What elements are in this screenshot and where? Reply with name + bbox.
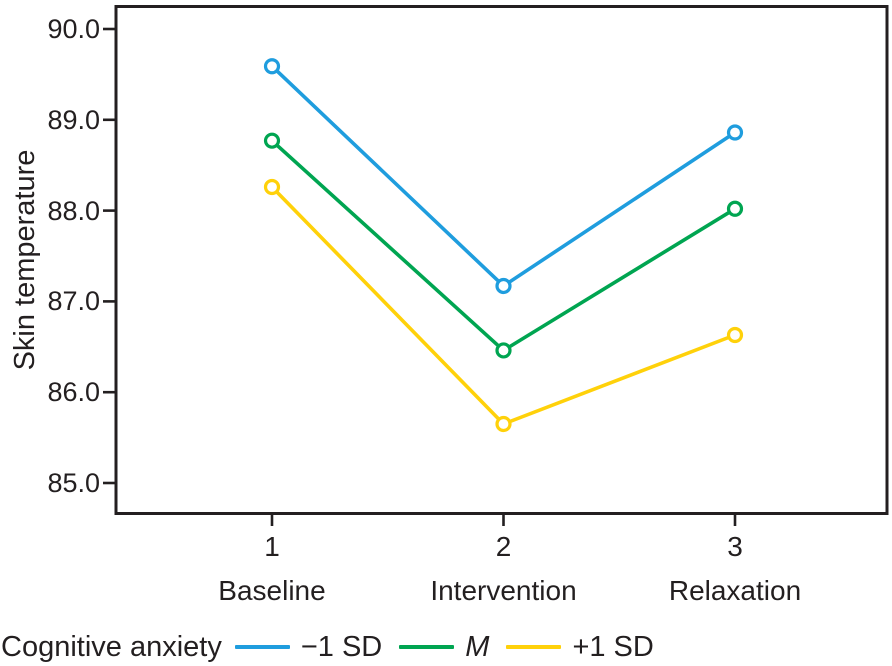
- plot-frame: [114, 5, 889, 515]
- y-tick-label: 87.0: [47, 286, 100, 317]
- legend-label: M: [465, 630, 490, 663]
- data-point-marker-plus-1-sd: [263, 178, 281, 196]
- data-point-marker-plus-1-sd: [495, 415, 512, 433]
- legend-label: +1 SD: [572, 630, 654, 663]
- data-point-marker-mean: [263, 132, 281, 149]
- legend-line-swatch: [234, 645, 290, 649]
- series-line-plus-1-sd: [270, 185, 736, 426]
- legend-entry-minus-1-sd: −1 SD: [234, 630, 383, 664]
- legend-entry-plus-1-sd: +1 SD: [506, 630, 654, 664]
- y-tick-label: 90.0: [47, 14, 100, 44]
- legend-title: Cognitive anxiety: [1, 630, 222, 663]
- x-category-label: Relaxation: [668, 575, 802, 606]
- y-axis-title: Skin temperature: [9, 149, 41, 371]
- x-tick-label: 3: [727, 531, 743, 562]
- legend-entry-mean: M: [399, 631, 489, 664]
- data-point-marker-mean: [726, 200, 744, 217]
- y-tick-label: 88.0: [47, 195, 100, 226]
- data-point-marker-plus-1-sd: [726, 326, 744, 344]
- x-axis-ticks: [270, 515, 737, 526]
- legend-line-swatch: [399, 645, 455, 649]
- x-category-label: Baseline: [218, 575, 326, 606]
- y-tick-label: 85.0: [47, 468, 100, 498]
- y-tick-label: 86.0: [47, 377, 100, 408]
- legend-label: −1 SD: [300, 630, 383, 663]
- series-line-mean: [270, 139, 736, 353]
- data-point-marker-mean: [495, 342, 512, 359]
- data-point-marker-minus-1-sd: [726, 124, 744, 141]
- y-tick-label: 89.0: [47, 104, 100, 135]
- x-category-label: Intervention: [430, 575, 577, 606]
- x-tick-label: 2: [495, 531, 512, 562]
- data-point-marker-minus-1-sd: [263, 58, 281, 75]
- data-point-marker-minus-1-sd: [495, 277, 512, 295]
- legend-line-swatch: [506, 645, 562, 649]
- series-layer: [263, 58, 744, 433]
- x-tick-label: 1: [264, 531, 280, 562]
- legend: Cognitive anxiety −1 SD M +1 SD: [1, 629, 891, 665]
- y-axis-ticks: [103, 27, 115, 485]
